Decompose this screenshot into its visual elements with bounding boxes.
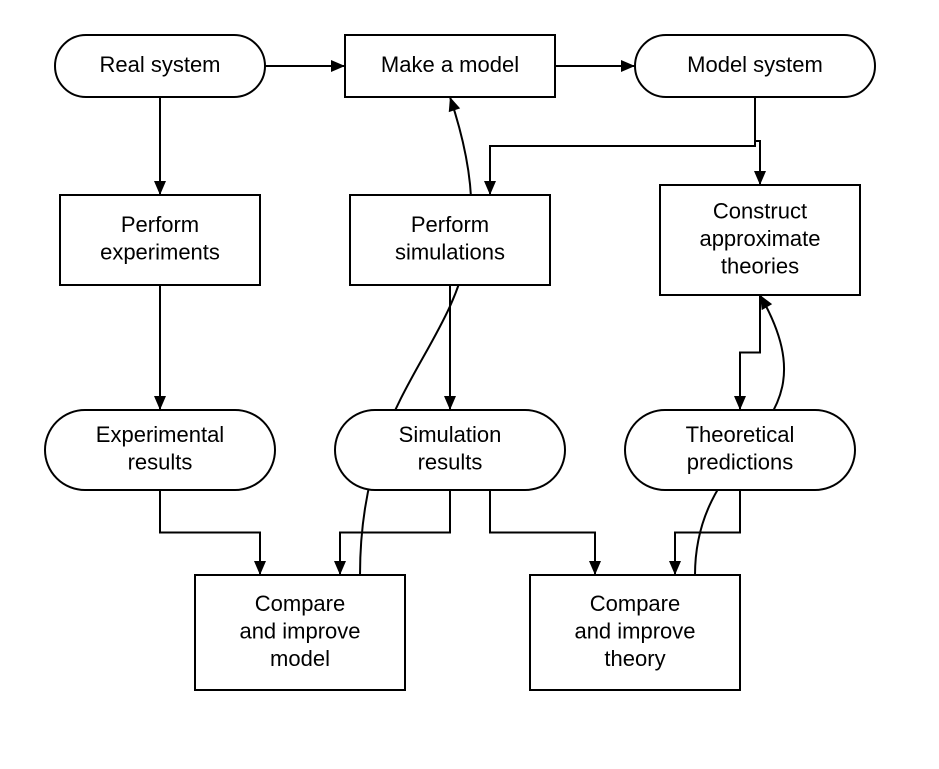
node-real-system-label-0: Real system xyxy=(99,52,220,77)
node-compare-model: Compareand improve model xyxy=(195,575,405,690)
flowchart-diagram: Real system Make a model Model system Perfo… xyxy=(0,0,939,769)
node-simulation-results-label-0: Simulation xyxy=(399,422,502,447)
node-compare-theory: Compareand improve theory xyxy=(530,575,740,690)
edge-theoretical-preds-to-compare-theory xyxy=(675,490,740,575)
node-compare-model-label-2: model xyxy=(270,646,330,671)
edge-compare-model-to-make-model xyxy=(360,97,471,575)
node-perform-experiments: Perform experiments xyxy=(60,195,260,285)
node-compare-theory-label-1: and improve xyxy=(574,618,695,643)
node-compare-theory-label-2: theory xyxy=(604,646,665,671)
node-construct-theories-label-1: approximate xyxy=(699,226,820,251)
node-simulation-results-label-1: results xyxy=(418,450,483,475)
node-simulation-results: Simulation results xyxy=(335,410,565,490)
node-experimental-results: Experimental results xyxy=(45,410,275,490)
edge-simulation-results-to-compare-theory xyxy=(490,490,595,575)
node-real-system: Real system xyxy=(55,35,265,97)
node-theoretical-preds: Theoretical predictions xyxy=(625,410,855,490)
edge-construct-theories-to-theoretical-preds xyxy=(740,295,760,410)
node-experimental-results-label-0: Experimental xyxy=(96,422,224,447)
node-make-model: Make a model xyxy=(345,35,555,97)
node-make-model-label-0: Make a model xyxy=(381,52,519,77)
node-construct-theories: Construct approximatetheories xyxy=(660,185,860,295)
node-perform-simulations: Perform simulations xyxy=(350,195,550,285)
node-perform-simulations-label-1: simulations xyxy=(395,240,505,265)
node-theoretical-preds-label-0: Theoretical xyxy=(686,422,795,447)
node-perform-experiments-label-1: experiments xyxy=(100,240,220,265)
edge-experimental-results-to-compare-model xyxy=(160,490,260,575)
node-model-system: Model system xyxy=(635,35,875,97)
node-compare-theory-label-0: Compare xyxy=(590,591,680,616)
node-construct-theories-label-0: Construct xyxy=(713,198,807,223)
node-compare-model-label-0: Compare xyxy=(255,591,345,616)
node-experimental-results-label-1: results xyxy=(128,450,193,475)
node-construct-theories-label-2: theories xyxy=(721,253,799,278)
node-perform-simulations-label-0: Perform xyxy=(411,212,489,237)
node-model-system-label-0: Model system xyxy=(687,52,823,77)
node-theoretical-preds-label-1: predictions xyxy=(687,450,793,475)
node-compare-model-label-1: and improve xyxy=(239,618,360,643)
edge-model-system-to-perform-simulations xyxy=(490,97,755,195)
edge-simulation-results-to-compare-model xyxy=(340,490,450,575)
node-perform-experiments-label-0: Perform xyxy=(121,212,199,237)
